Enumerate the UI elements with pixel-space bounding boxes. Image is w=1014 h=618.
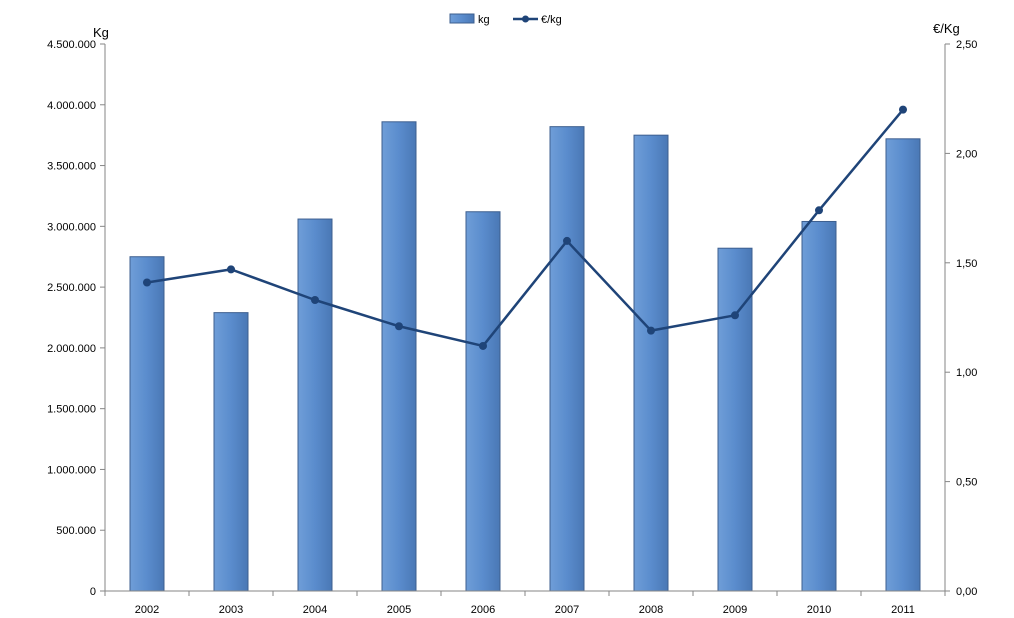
axes: [104, 44, 946, 596]
x-label-2006: 2006: [471, 604, 495, 616]
left-axis-title: Kg: [93, 25, 109, 40]
legend: kg €/kg: [449, 13, 562, 26]
eur-point-2008: [647, 326, 655, 335]
x-label-2005: 2005: [387, 604, 411, 616]
x-label-2003: 2003: [219, 604, 243, 616]
left-tick-label: 4.000.000: [47, 100, 96, 112]
left-tick-label: 2.000.000: [47, 343, 96, 355]
bar-2011: [885, 138, 921, 592]
right-tick-label: 2,00: [956, 148, 977, 160]
eur-per-kg-line: [146, 108, 904, 348]
eur-point-2002: [143, 278, 151, 287]
eur-point-2007: [563, 236, 571, 245]
right-axis-title: €/Kg: [933, 21, 960, 36]
bar-2008: [633, 134, 669, 592]
right-tick-label: 1,00: [956, 367, 977, 379]
left-axis-ticks: 0 500.000 1.000.000 1.500.000 2.000.000 2.500…: [47, 39, 105, 598]
bar-2002: [129, 256, 165, 592]
bar-2007: [549, 126, 585, 592]
bar-2009: [717, 247, 753, 592]
legend-eurkg-marker: [522, 15, 529, 23]
left-tick-label: 2.500.000: [47, 282, 96, 294]
legend-kg-swatch: [449, 13, 475, 24]
x-label-2010: 2010: [807, 604, 831, 616]
eur-point-2006: [479, 341, 487, 350]
right-tick-label: 0,50: [956, 477, 977, 489]
left-tick-label: 3.500.000: [47, 161, 96, 173]
eur-point-2004: [311, 295, 319, 304]
bar-2004: [297, 218, 333, 592]
left-tick-label: 500.000: [56, 525, 96, 537]
bar-2003: [213, 312, 249, 592]
eur-point-2009: [731, 311, 739, 320]
x-axis-labels: 2002 2003 2004 2005 2006 2007 2008 2009 2010 2011: [135, 604, 915, 616]
bar-2010: [801, 220, 837, 592]
x-label-2008: 2008: [639, 604, 663, 616]
left-tick-label: 1.000.000: [47, 464, 96, 476]
left-tick-label: 0: [90, 586, 96, 598]
x-label-2004: 2004: [303, 604, 327, 616]
left-tick-label: 3.000.000: [47, 221, 96, 233]
left-tick-label: 1.500.000: [47, 404, 96, 416]
eur-point-2005: [395, 322, 403, 331]
line-series-eur-per-kg: [143, 105, 907, 350]
x-label-2007: 2007: [555, 604, 579, 616]
x-label-2009: 2009: [723, 604, 747, 616]
eur-point-2011: [899, 105, 907, 114]
bar-2005: [381, 121, 417, 592]
eur-point-2010: [815, 206, 823, 215]
right-tick-label: 1,50: [956, 258, 977, 270]
x-label-2011: 2011: [891, 604, 915, 616]
legend-eurkg-label: €/kg: [541, 14, 562, 26]
eur-point-2003: [227, 265, 235, 274]
bar-series-kg: [129, 121, 921, 592]
x-label-2002: 2002: [135, 604, 159, 616]
legend-kg-label: kg: [478, 14, 490, 26]
right-axis-ticks: 0,00 0,50 1,00 1,50 2,00 2,50: [945, 39, 977, 598]
right-tick-label: 2,50: [956, 39, 977, 51]
bar-2006: [465, 211, 501, 592]
left-tick-label: 4.500.000: [47, 39, 96, 51]
right-tick-label: 0,00: [956, 586, 977, 598]
